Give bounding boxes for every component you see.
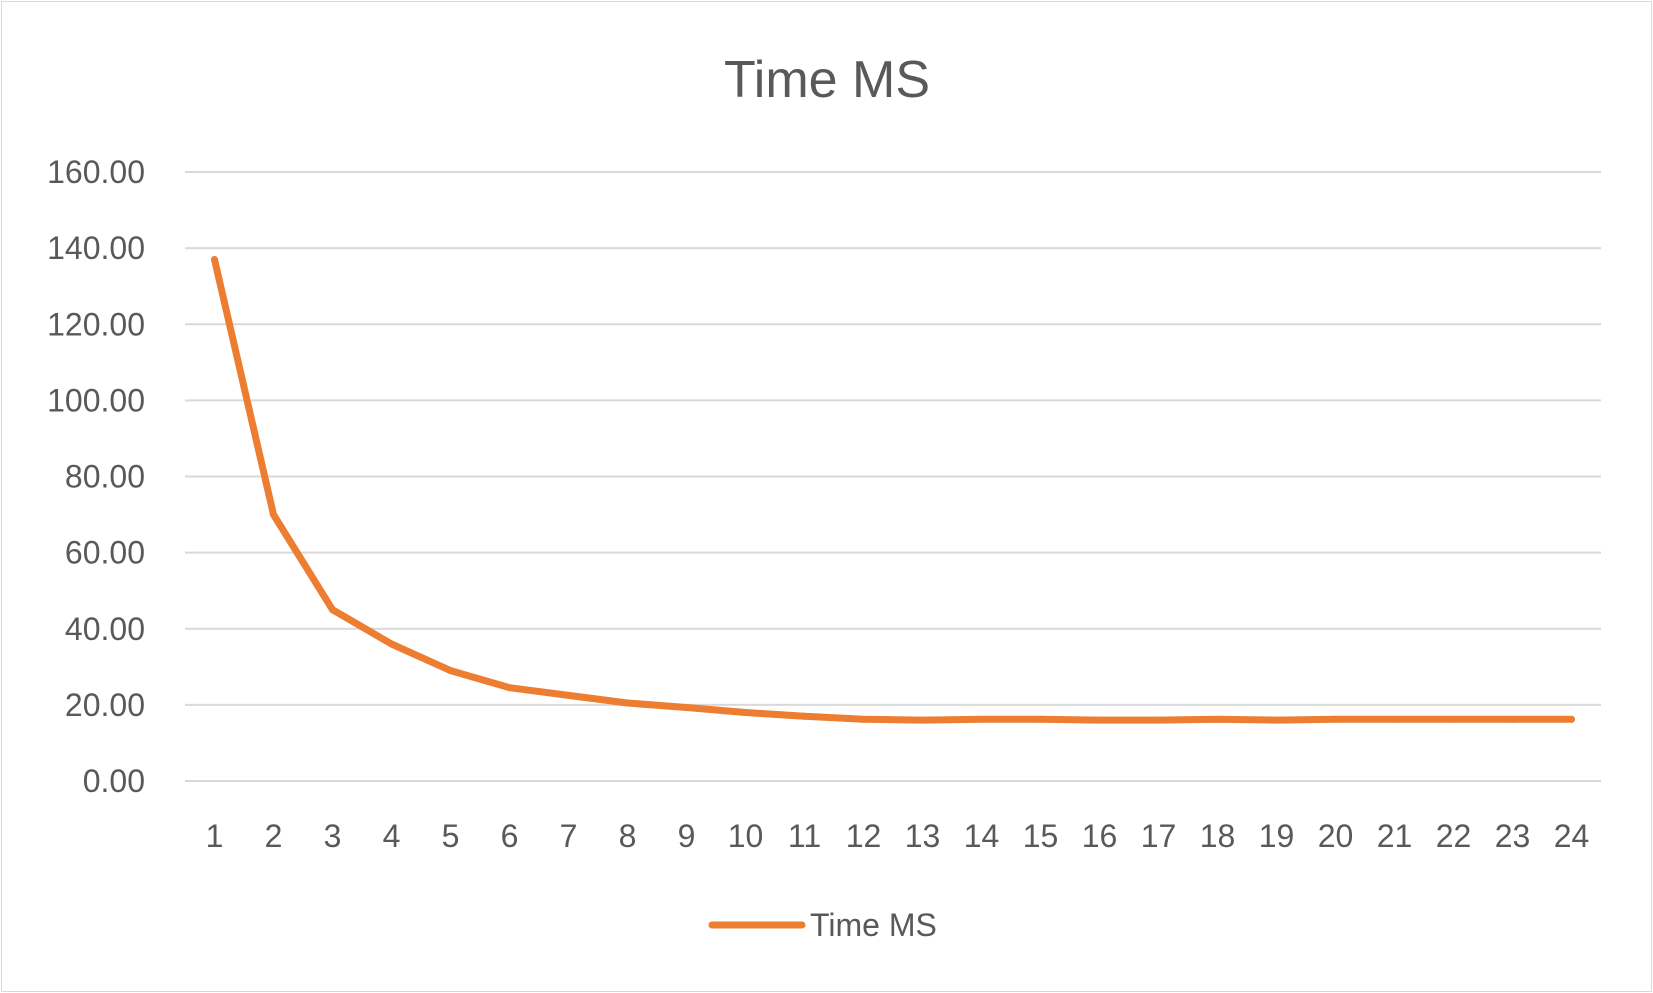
y-axis-ticks: 0.00 20.00 40.00 60.00 80.00 100.00 120.00 140.… bbox=[47, 154, 145, 799]
data-point bbox=[506, 684, 513, 692]
data-point bbox=[211, 256, 218, 264]
x-tick-label: 19 bbox=[1259, 818, 1295, 854]
y-tick-label: 120.00 bbox=[47, 306, 145, 342]
data-point bbox=[978, 715, 985, 723]
x-tick-label: 8 bbox=[619, 818, 637, 854]
data-point bbox=[388, 640, 395, 648]
data-point bbox=[1450, 715, 1457, 723]
data-point bbox=[624, 699, 631, 707]
x-tick-label: 21 bbox=[1377, 818, 1413, 854]
data-point bbox=[1096, 716, 1103, 724]
y-tick-label: 20.00 bbox=[65, 687, 145, 723]
x-tick-label: 12 bbox=[846, 818, 882, 854]
data-point bbox=[1037, 715, 1044, 723]
x-tick-label: 2 bbox=[265, 818, 283, 854]
y-tick-label: 100.00 bbox=[47, 382, 145, 418]
x-tick-label: 10 bbox=[728, 818, 764, 854]
x-tick-label: 7 bbox=[560, 818, 578, 854]
y-tick-label: 140.00 bbox=[47, 230, 145, 266]
data-point bbox=[742, 708, 749, 716]
x-tick-label: 18 bbox=[1200, 818, 1236, 854]
gridlines bbox=[185, 171, 1601, 782]
data-point bbox=[565, 691, 572, 699]
data-point bbox=[329, 606, 336, 614]
data-point bbox=[1391, 715, 1398, 723]
y-tick-label: 160.00 bbox=[47, 154, 145, 190]
series-layer bbox=[211, 256, 1575, 724]
data-point bbox=[919, 716, 926, 724]
data-point bbox=[447, 667, 454, 675]
data-point bbox=[801, 712, 808, 720]
data-point bbox=[860, 715, 867, 723]
x-tick-label: 1 bbox=[206, 818, 224, 854]
x-tick-label: 20 bbox=[1318, 818, 1354, 854]
x-tick-label: 15 bbox=[1023, 818, 1059, 854]
x-tick-label: 3 bbox=[324, 818, 342, 854]
legend-label: Time MS bbox=[810, 907, 937, 943]
data-point bbox=[683, 704, 690, 712]
data-point bbox=[1509, 715, 1516, 723]
series-line bbox=[211, 256, 1575, 724]
legend: Time MS bbox=[708, 907, 937, 943]
x-tick-label: 17 bbox=[1141, 818, 1177, 854]
data-point bbox=[270, 511, 277, 519]
x-tick-label: 6 bbox=[501, 818, 519, 854]
y-tick-label: 60.00 bbox=[65, 535, 145, 571]
y-tick-label: 0.00 bbox=[83, 763, 145, 799]
data-point bbox=[1155, 716, 1162, 724]
data-point bbox=[1214, 715, 1221, 723]
x-tick-label: 5 bbox=[442, 818, 460, 854]
data-point bbox=[1273, 716, 1280, 724]
y-tick-label: 80.00 bbox=[65, 459, 145, 495]
x-tick-label: 23 bbox=[1495, 818, 1531, 854]
x-tick-label: 16 bbox=[1082, 818, 1118, 854]
x-tick-label: 4 bbox=[383, 818, 401, 854]
x-tick-label: 14 bbox=[964, 818, 1000, 854]
y-tick-label: 40.00 bbox=[65, 611, 145, 647]
x-tick-label: 11 bbox=[788, 818, 821, 854]
data-point bbox=[1332, 715, 1339, 723]
x-tick-label: 13 bbox=[905, 818, 941, 854]
x-tick-label: 24 bbox=[1554, 818, 1590, 854]
x-tick-label: 22 bbox=[1436, 818, 1472, 854]
x-tick-label: 9 bbox=[678, 818, 696, 854]
chart-title: Time MS bbox=[724, 51, 930, 109]
x-axis-ticks: 1 2 3 4 5 6 7 8 9 10 11 12 13 14 15 16 17 18 19 20 21 22 23 24 bbox=[206, 818, 1590, 854]
data-point bbox=[1568, 715, 1575, 723]
